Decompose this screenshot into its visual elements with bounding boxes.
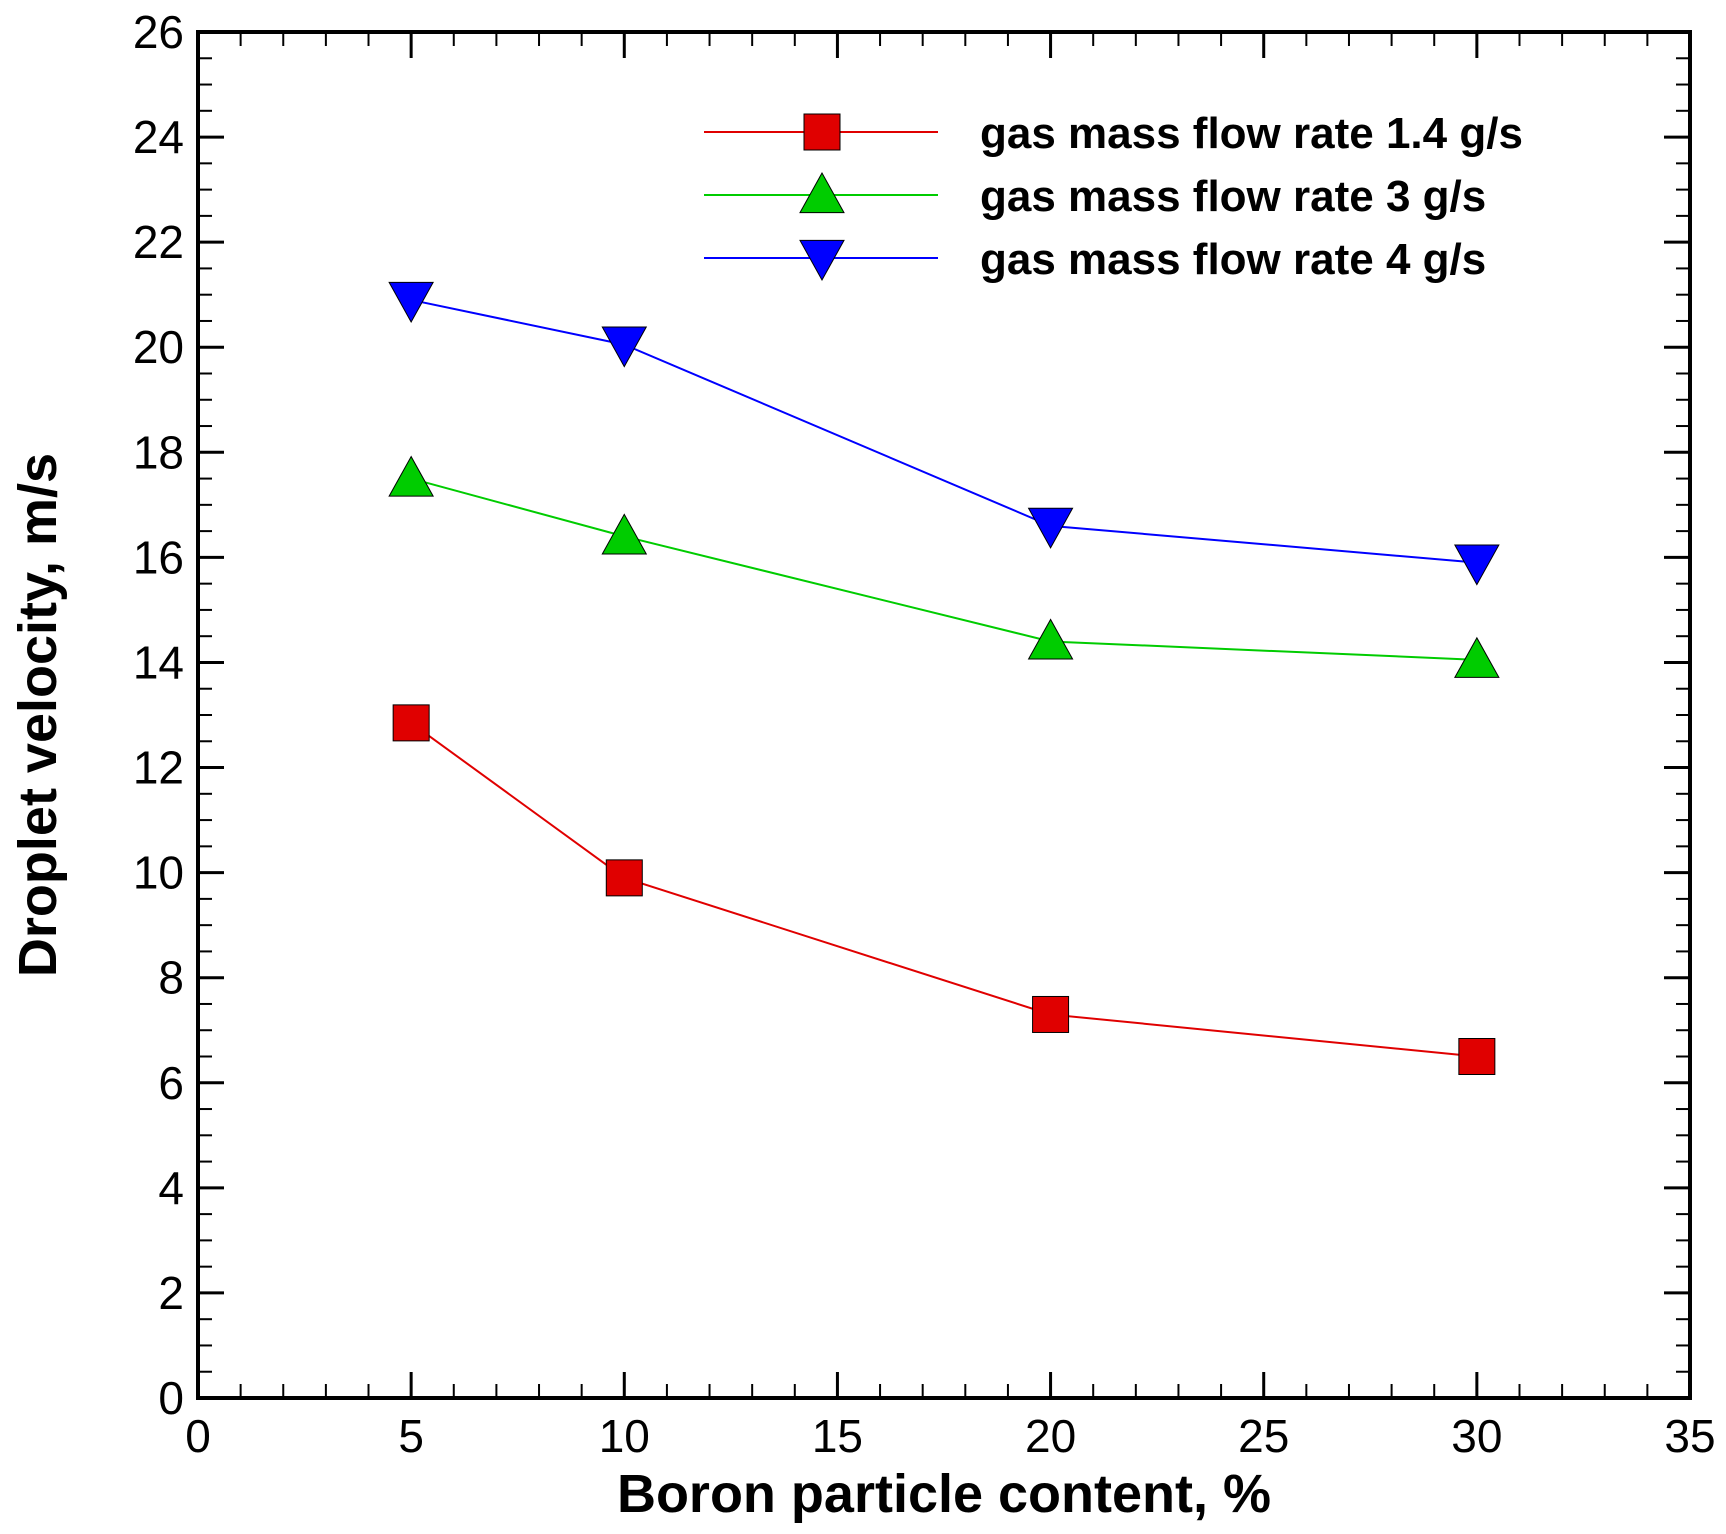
y-axis-title: Droplet velocity, m/s (8, 453, 68, 977)
data-point (601, 326, 648, 368)
data-point (1032, 995, 1070, 1033)
series-3 (388, 281, 1500, 586)
series-line (410, 298, 1477, 564)
series-1 (392, 704, 1496, 1075)
x-tick-label: 0 (185, 1410, 211, 1462)
legend-label: gas mass flow rate 3 g/s (980, 172, 1486, 221)
y-tick-label: 12 (133, 742, 184, 794)
y-tick-label: 6 (158, 1057, 184, 1109)
data-point (1454, 636, 1500, 678)
legend-label: gas mass flow rate 1.4 g/s (980, 109, 1523, 158)
y-tick-label: 20 (133, 321, 184, 373)
x-tick-label: 30 (1451, 1410, 1502, 1462)
series-2 (388, 455, 1500, 678)
x-tick-label: 10 (599, 1410, 650, 1462)
y-tick-label: 24 (133, 111, 184, 163)
data-point (1458, 1038, 1496, 1075)
series-line (410, 477, 1477, 661)
series-line (410, 722, 1477, 1058)
data-point (605, 859, 643, 897)
legend-item: gas mass flow rate 3 g/s (704, 171, 1486, 221)
y-tick-label: 26 (133, 6, 184, 58)
y-tick-label: 4 (158, 1162, 184, 1214)
legend-item: gas mass flow rate 1.4 g/s (704, 109, 1523, 158)
data-point (1027, 618, 1074, 660)
x-tick-label: 15 (812, 1410, 863, 1462)
legend: gas mass flow rate 1.4 g/s gas mass flow … (704, 109, 1523, 284)
data-point (601, 513, 648, 555)
x-axis-title: Boron particle content, % (617, 1464, 1271, 1524)
x-tick-label: 20 (1025, 1410, 1076, 1462)
data-point (1454, 544, 1500, 586)
x-tick-label: 25 (1238, 1410, 1289, 1462)
data-point (388, 455, 434, 497)
legend-marker (803, 113, 841, 151)
data-point (392, 704, 430, 742)
y-tick-label: 22 (133, 216, 184, 268)
legend-item: gas mass flow rate 4 g/s (704, 235, 1486, 284)
x-tick-label: 35 (1664, 1410, 1715, 1462)
y-tick-label: 0 (158, 1372, 184, 1424)
legend-marker (799, 171, 845, 214)
data-point (1027, 507, 1074, 549)
y-tick-label: 2 (158, 1267, 184, 1319)
y-tick-label: 8 (158, 952, 184, 1004)
y-tick-label: 10 (133, 847, 184, 899)
y-tick-label: 18 (133, 426, 184, 478)
series-layer (388, 281, 1500, 1075)
data-point (388, 281, 434, 323)
legend-label: gas mass flow rate 4 g/s (980, 235, 1486, 284)
y-tick-label: 16 (133, 531, 184, 583)
x-tick-label: 5 (398, 1410, 424, 1462)
y-tick-label: 14 (133, 636, 184, 688)
legend-marker (799, 239, 845, 282)
